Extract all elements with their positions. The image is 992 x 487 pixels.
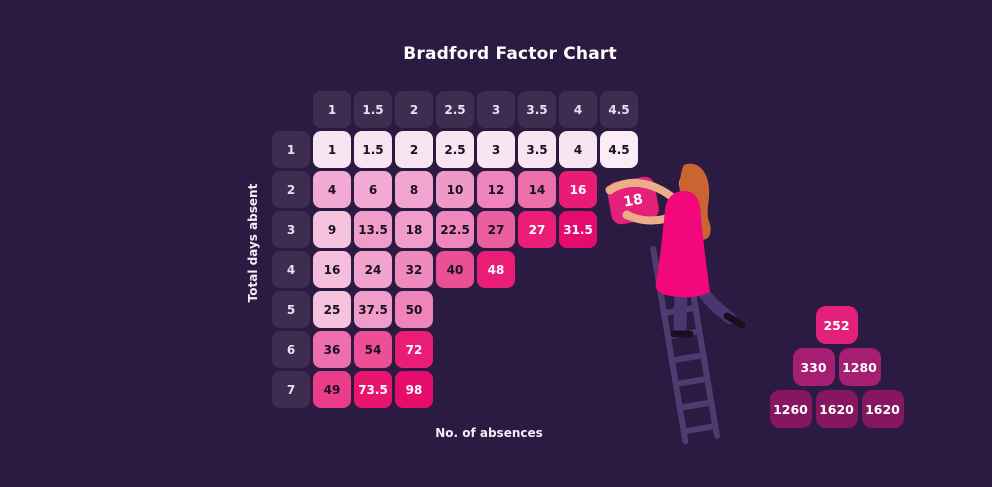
pyramid-row: 252 — [815, 306, 858, 344]
pyramid-block: 1280 — [838, 348, 881, 386]
grid-cell: 14 — [518, 171, 556, 208]
grid-empty-cell — [559, 371, 597, 408]
grid-cell: 10 — [436, 171, 474, 208]
grid-empty-cell — [436, 291, 474, 328]
grid-cell: 1.5 — [354, 131, 392, 168]
hand-upper — [605, 185, 615, 195]
grid-cell: 22.5 — [436, 211, 474, 248]
row-header-cell: 5 — [272, 291, 310, 328]
grid-cell: 50 — [395, 291, 433, 328]
grid-empty-cell — [518, 291, 556, 328]
pyramid-block: 1260 — [769, 390, 812, 428]
y-axis-label: Total days absent — [246, 183, 260, 303]
pyramid-block: 330 — [792, 348, 835, 386]
bradford-grid: 1 1.5 2 2.5 3 3.5 4 4.5 1 1 1.5 2 2.5 3 3.5 4 4.5 2 4 6 8 10 1… — [272, 91, 638, 408]
grid-cell: 6 — [354, 171, 392, 208]
grid-cell: 31.5 — [559, 211, 597, 248]
row-header-cell: 2 — [272, 171, 310, 208]
grid-cell: 49 — [313, 371, 351, 408]
grid-cell: 25 — [313, 291, 351, 328]
pyramid-row: 1260 1620 1620 — [769, 390, 904, 428]
grid-cell: 4 — [559, 131, 597, 168]
row-header-cell: 6 — [272, 331, 310, 368]
grid-cell: 8 — [395, 171, 433, 208]
grid-empty-cell — [477, 291, 515, 328]
sleeve — [671, 194, 690, 217]
row-header-cell: 4 — [272, 251, 310, 288]
pyramid-block: 1620 — [815, 390, 858, 428]
grid-empty-cell — [559, 251, 597, 288]
woman-on-ladder-illustration: 18 — [605, 163, 746, 445]
pyramid-row: 330 1280 — [792, 348, 881, 386]
grid-cell: 32 — [395, 251, 433, 288]
column-header-cell: 4.5 — [600, 91, 638, 128]
column-header-cell: 4 — [559, 91, 597, 128]
grid-empty-cell — [518, 331, 556, 368]
back-shoe — [723, 312, 746, 329]
grid-cell: 4 — [313, 171, 351, 208]
grid-empty-cell — [518, 371, 556, 408]
column-header-cell: 3 — [477, 91, 515, 128]
grid-cell: 40 — [436, 251, 474, 288]
dress — [655, 190, 710, 298]
blocks-pyramid: 252 330 1280 1260 1620 1620 — [769, 306, 904, 428]
grid-cell: 2 — [395, 131, 433, 168]
grid-cell: 73.5 — [354, 371, 392, 408]
grid-cell: 3.5 — [518, 131, 556, 168]
column-header-cell: 1 — [313, 91, 351, 128]
grid-cell: 24 — [354, 251, 392, 288]
held-block-value: 18 — [622, 191, 644, 210]
column-header-cell: 2.5 — [436, 91, 474, 128]
grid-cell: 72 — [395, 331, 433, 368]
grid-cell: 12 — [477, 171, 515, 208]
row-header-cell: 7 — [272, 371, 310, 408]
grid-cell: 48 — [477, 251, 515, 288]
grid-cell: 16 — [559, 171, 597, 208]
column-header-cell: 1.5 — [354, 91, 392, 128]
grid-cell: 98 — [395, 371, 433, 408]
x-axis-label: No. of absences — [435, 426, 543, 440]
page-title: Bradford Factor Chart — [403, 44, 617, 64]
grid-cell: 3 — [477, 131, 515, 168]
column-header-cell: 3.5 — [518, 91, 556, 128]
grid-cell: 18 — [395, 211, 433, 248]
grid-empty-cell — [559, 331, 597, 368]
grid-empty-cell — [477, 331, 515, 368]
grid-empty-cell — [477, 371, 515, 408]
grid-empty-cell — [436, 331, 474, 368]
grid-empty-cell — [436, 371, 474, 408]
grid-cell: 16 — [313, 251, 351, 288]
hand-lower — [622, 210, 632, 220]
grid-cell: 27 — [518, 211, 556, 248]
row-header-cell: 1 — [272, 131, 310, 168]
grid-cell: 4.5 — [600, 131, 638, 168]
grid-cell: 9 — [313, 211, 351, 248]
grid-cell: 36 — [313, 331, 351, 368]
column-header-cell: 2 — [395, 91, 433, 128]
row-header-cell: 3 — [272, 211, 310, 248]
grid-cell: 2.5 — [436, 131, 474, 168]
grid-empty-cell — [559, 291, 597, 328]
grid-empty-cell — [518, 251, 556, 288]
grid-corner — [272, 91, 310, 128]
pyramid-block: 1620 — [861, 390, 904, 428]
grid-cell: 37.5 — [354, 291, 392, 328]
pyramid-block: 252 — [815, 306, 858, 344]
grid-cell: 1 — [313, 131, 351, 168]
grid-cell: 13.5 — [354, 211, 392, 248]
grid-cell: 54 — [354, 331, 392, 368]
grid-cell: 27 — [477, 211, 515, 248]
